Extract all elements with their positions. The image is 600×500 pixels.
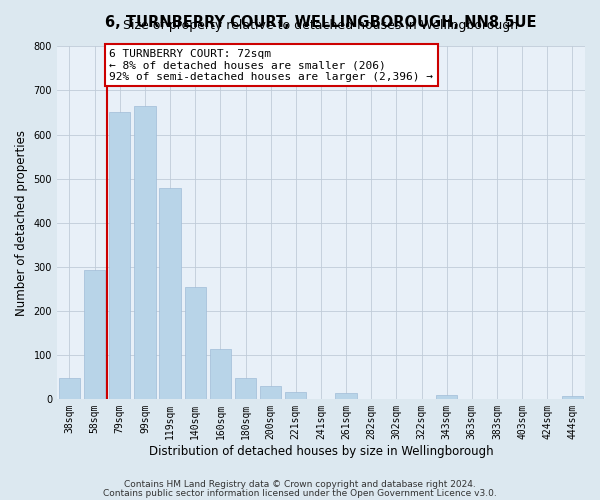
Bar (260, 386, 281, 399)
Text: Contains HM Land Registry data © Crown copyright and database right 2024.: Contains HM Land Registry data © Crown c… (124, 480, 476, 489)
Text: Size of property relative to detached houses in Wellingborough: Size of property relative to detached ho… (124, 20, 518, 32)
Bar (209, 348, 231, 399)
Bar (134, 106, 155, 399)
Bar (235, 378, 256, 399)
Y-axis label: Number of detached properties: Number of detached properties (15, 130, 28, 316)
Text: 6 TURNBERRY COURT: 72sqm
← 8% of detached houses are smaller (206)
92% of semi-d: 6 TURNBERRY COURT: 72sqm ← 8% of detache… (109, 48, 433, 82)
Text: Contains public sector information licensed under the Open Government Licence v3: Contains public sector information licen… (103, 488, 497, 498)
Bar (562, 396, 583, 399)
Bar (84, 270, 106, 399)
Bar (335, 392, 357, 399)
Bar (436, 396, 457, 399)
Bar (185, 288, 206, 399)
Bar (109, 112, 130, 399)
Bar (285, 392, 307, 399)
Title: 6, TURNBERRY COURT, WELLINGBOROUGH, NN8 5UE: 6, TURNBERRY COURT, WELLINGBOROUGH, NN8 … (105, 15, 537, 30)
Bar (59, 378, 80, 399)
Bar (160, 188, 181, 399)
X-axis label: Distribution of detached houses by size in Wellingborough: Distribution of detached houses by size … (149, 444, 493, 458)
